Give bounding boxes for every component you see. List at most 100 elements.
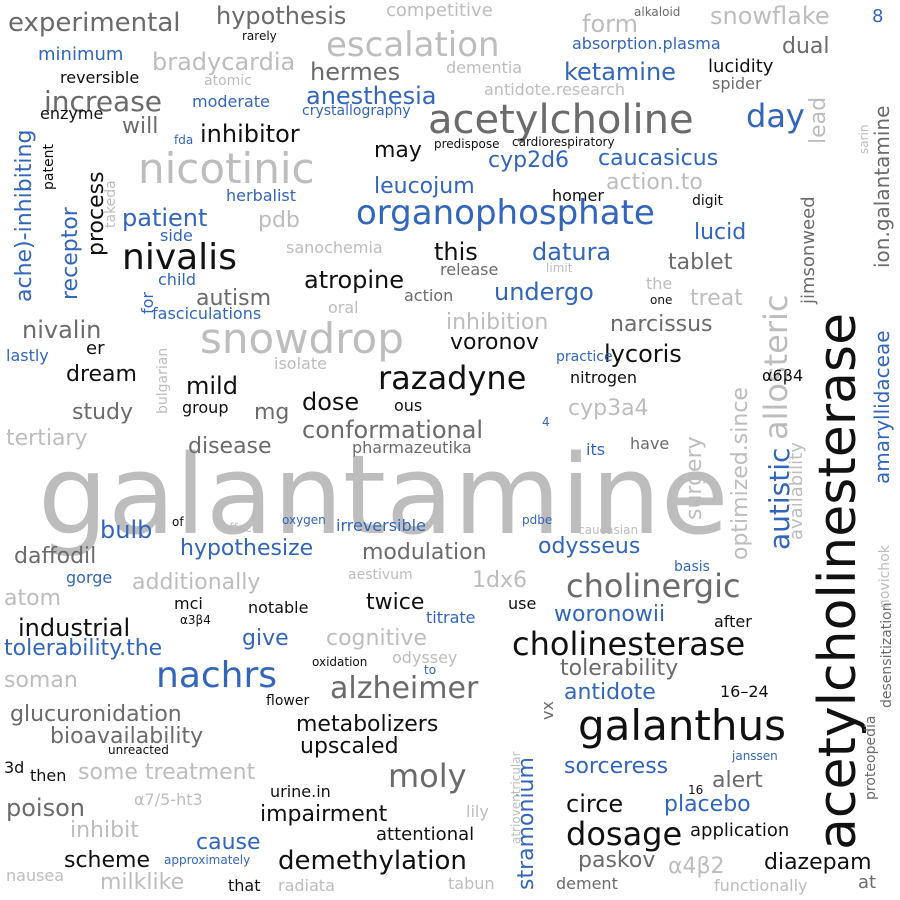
cloud-word: galantamine (38, 431, 729, 559)
cloud-word: treat (690, 286, 743, 311)
cloud-word: group (182, 398, 229, 417)
cloud-word: effect (222, 521, 257, 535)
cloud-word: α7/5-ht3 (134, 790, 203, 809)
cloud-word: pdb (258, 208, 300, 233)
cloud-word: hypothesize (180, 536, 314, 561)
cloud-word: diazepam (764, 850, 872, 875)
cloud-word: have (630, 434, 670, 453)
cloud-word: action (404, 286, 454, 305)
cloud-word: snowdrop (200, 314, 404, 363)
cloud-word: oral (328, 298, 359, 317)
cloud-word: surgery (682, 436, 707, 520)
cloud-word: atrioventricular (509, 751, 523, 844)
cloud-word: side (160, 226, 193, 245)
cloud-word: sanochemia (286, 238, 383, 257)
cloud-word: organophosphate (356, 193, 655, 233)
cloud-word: bulb (100, 516, 153, 544)
cloud-word: bulgarian (155, 347, 171, 414)
cloud-word: scheme (64, 848, 151, 873)
cloud-word: receptor (58, 207, 83, 300)
cloud-word: isolate (274, 354, 327, 373)
cloud-word: twice (366, 590, 425, 615)
cloud-word: oxygen (282, 513, 326, 527)
cloud-word: 16–24 (720, 682, 769, 701)
cloud-word: 1dx6 (472, 568, 527, 593)
cloud-word: competitive (386, 0, 493, 21)
cloud-word: cholinesterase (512, 625, 746, 663)
cloud-word: gorge (66, 568, 113, 587)
cloud-word: practice (556, 349, 613, 365)
cloud-word: caucasian (578, 523, 639, 537)
cloud-word: tertiary (6, 426, 88, 451)
cloud-word: reversible (60, 68, 140, 87)
cloud-word: caucasicus (598, 146, 719, 171)
cloud-word: sarin (857, 124, 871, 154)
cloud-word: lead (806, 96, 831, 144)
cloud-word: unreacted (108, 743, 169, 757)
cloud-word: pharmazeutika (352, 438, 472, 457)
cloud-word: soman (4, 668, 78, 693)
cloud-word: will (122, 114, 159, 139)
cloud-word: takeda (103, 180, 119, 228)
cloud-word: placebo (664, 792, 751, 817)
cloud-word: snowflake (710, 2, 830, 30)
cloud-word: dementia (446, 58, 523, 77)
cloud-word: hypothesis (216, 2, 347, 30)
cloud-word: jimsonweed (798, 196, 819, 304)
cloud-word: spider (712, 74, 762, 93)
cloud-word: of (172, 515, 184, 529)
cloud-word: janssen (732, 749, 778, 763)
cloud-word: vx (538, 701, 557, 720)
cloud-word: inhibitor (200, 120, 300, 148)
cloud-word: its (586, 440, 606, 459)
cloud-word: availability (786, 442, 807, 540)
cloud-word: antidote.research (484, 80, 626, 99)
cloud-word: flower (266, 693, 310, 709)
cloud-word: anesthesia (306, 82, 437, 110)
cloud-word: cause (196, 830, 261, 855)
cloud-word: at (858, 872, 877, 893)
cloud-word: approximately (164, 853, 251, 867)
cloud-word: tablet (668, 250, 733, 275)
cloud-word: cognitive (326, 626, 427, 651)
cloud-word: to (424, 663, 437, 677)
cloud-word: release (440, 260, 499, 279)
cloud-word: disease (188, 434, 272, 459)
cloud-word: autism (196, 286, 272, 311)
cloud-word: 16 (688, 783, 704, 797)
cloud-word: proteopedia (863, 715, 879, 800)
cloud-word: 4 (542, 415, 550, 429)
cloud-word: fda (174, 133, 194, 147)
cloud-word: optimized.since (728, 387, 753, 560)
cloud-word: paskov (578, 848, 656, 873)
cloud-word: hermes (310, 58, 401, 86)
cloud-word: may (374, 138, 422, 163)
cloud-word: mg (254, 400, 290, 425)
cloud-word: cyp3a4 (568, 396, 649, 421)
cloud-word: enzyme (40, 104, 104, 123)
cloud-word: modulation (362, 540, 487, 565)
cloud-word: action.to (606, 170, 703, 195)
cloud-word: urine.in (270, 782, 331, 801)
cloud-word: circe (566, 790, 624, 818)
cloud-word: titrate (426, 608, 476, 627)
cloud-word: 8 (872, 6, 884, 27)
cloud-word: cyp2d6 (488, 148, 570, 173)
cloud-word: lily (466, 802, 489, 821)
cloud-word: ion.galantamine (870, 105, 894, 268)
cloud-word: alert (712, 768, 763, 793)
cloud-word: dual (782, 34, 830, 59)
cloud-word: bioavailability (50, 724, 204, 749)
cloud-word: antidote (564, 680, 656, 705)
cloud-word: aestivum (348, 567, 413, 583)
cloud-word: impairment (260, 802, 388, 827)
cloud-word: lucidity (708, 56, 774, 77)
cloud-word: α3β4 (180, 613, 211, 627)
cloud-word: lastly (6, 346, 49, 365)
cloud-word: acetylcholinesterase (808, 312, 868, 850)
cloud-word: dosage (566, 815, 683, 853)
cloud-word: sorceress (564, 754, 669, 779)
cloud-word: use (508, 594, 537, 613)
cloud-word: minimum (38, 44, 124, 65)
